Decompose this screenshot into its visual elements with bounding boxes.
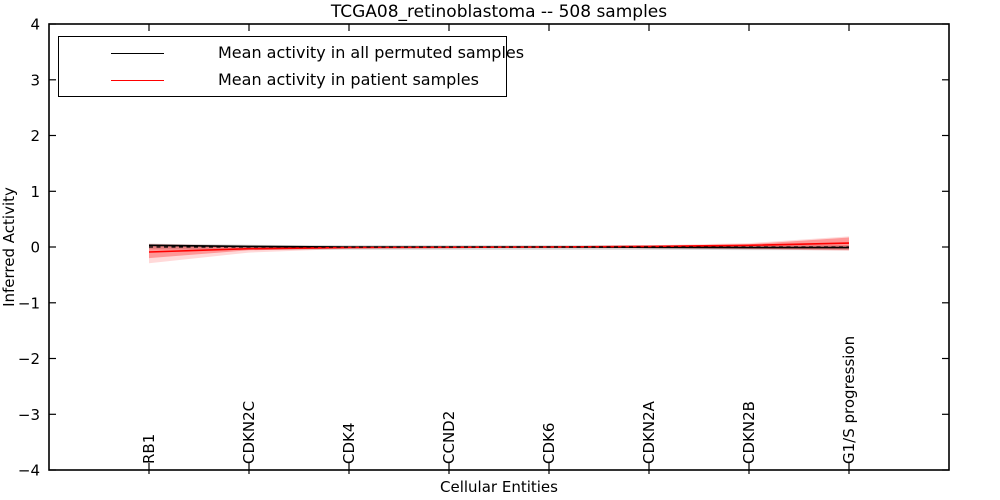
x-tick-label: CDKN2A xyxy=(640,400,658,464)
y-tick-label: −2 xyxy=(18,350,40,368)
legend-item-permuted: Mean activity in all permuted samples xyxy=(59,43,524,63)
x-tick-label: CDK6 xyxy=(540,423,558,464)
legend: Mean activity in all permuted samples Me… xyxy=(58,36,524,97)
x-tick-label: G1/S progression xyxy=(840,336,858,464)
x-tick-label: CDKN2C xyxy=(240,401,258,464)
x-axis-label: Cellular Entities xyxy=(440,478,558,496)
legend-label: Mean activity in all permuted samples xyxy=(218,43,525,62)
x-tick-label: CCND2 xyxy=(440,411,458,464)
y-tick-label: 4 xyxy=(30,16,40,34)
legend-item-patient: Mean activity in patient samples xyxy=(59,70,506,90)
x-tick-label: CDKN2B xyxy=(740,401,758,464)
legend-label: Mean activity in patient samples xyxy=(218,70,479,89)
y-axis-label: Inferred Activity xyxy=(0,187,18,307)
x-tick-label: CDK4 xyxy=(340,423,358,464)
y-tick-label: −1 xyxy=(18,294,40,312)
legend-line-sample-red xyxy=(111,79,164,81)
y-tick-label: −3 xyxy=(18,406,40,424)
y-tick-label: 1 xyxy=(30,183,40,201)
x-tick-label: RB1 xyxy=(140,434,158,464)
y-tick-label: 0 xyxy=(30,239,40,257)
chart-title: TCGA08_retinoblastoma -- 508 samples xyxy=(330,2,668,22)
y-tick-label: −4 xyxy=(18,462,40,480)
series-line-1 xyxy=(148,242,850,253)
y-tick-label: 2 xyxy=(30,127,40,145)
y-tick-label: 3 xyxy=(30,71,40,89)
band-1 xyxy=(149,236,849,264)
legend-line-sample-black xyxy=(111,52,164,54)
